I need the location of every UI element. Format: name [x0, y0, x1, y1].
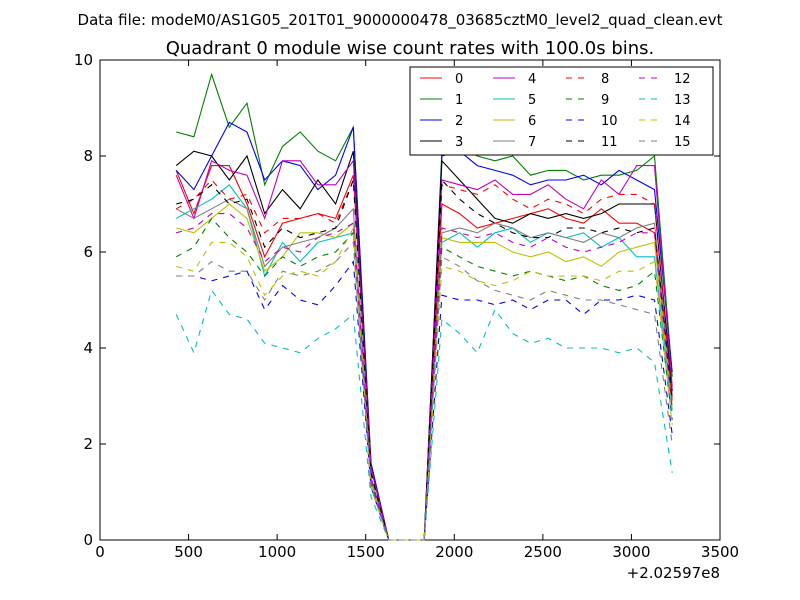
x-tick-label: 0	[95, 543, 105, 561]
y-tick-label: 2	[83, 435, 93, 453]
legend-label-4: 4	[528, 72, 536, 87]
chart-title: Quadrant 0 module wise count rates with …	[166, 38, 655, 59]
x-tick-label: 1500	[347, 543, 385, 561]
legend-frame	[409, 66, 714, 156]
y-tick-label: 4	[83, 339, 93, 357]
legend-label-1: 1	[455, 93, 463, 108]
legend-label-14: 14	[674, 114, 691, 129]
series-line-8	[175, 179, 673, 541]
x-tick-label: 3500	[701, 543, 739, 561]
legend-label-5: 5	[528, 93, 536, 108]
legend-label-0: 0	[455, 72, 463, 87]
y-tick-label: 8	[83, 147, 93, 165]
legend-label-7: 7	[528, 135, 536, 150]
legend-label-15: 15	[674, 135, 691, 150]
x-tick-label: 3000	[612, 543, 650, 561]
x-tick-label: 2000	[435, 543, 473, 561]
legend-label-12: 12	[674, 72, 691, 87]
x-axis: 0 500 1000 1500 2000 2500 3000 3500	[95, 60, 739, 561]
legend-label-9: 9	[601, 93, 609, 108]
y-tick-label: 10	[74, 51, 93, 69]
x-tick-label: 2500	[524, 543, 562, 561]
series-layer	[175, 72, 673, 541]
legend-label-8: 8	[601, 72, 609, 87]
series-line-15	[176, 241, 673, 541]
y-tick-label: 6	[83, 243, 93, 261]
legend-label-10: 10	[601, 114, 618, 129]
series-line-14	[176, 226, 673, 541]
legend-label-2: 2	[455, 114, 463, 129]
x-tick-label: 500	[174, 543, 203, 561]
legend-label-11: 11	[601, 135, 618, 150]
y-tick-label: 0	[83, 531, 93, 549]
x-axis-offset-label: +2.02597e8	[627, 564, 720, 582]
x-tick-label: 1000	[258, 543, 296, 561]
series-line-10	[176, 260, 673, 541]
figure-suptitle: Data file: modeM0/AS1G05_201T01_90000004…	[78, 11, 723, 30]
legend-label-3: 3	[455, 135, 463, 150]
legend-label-6: 6	[528, 114, 536, 129]
legend-label-13: 13	[674, 93, 691, 108]
